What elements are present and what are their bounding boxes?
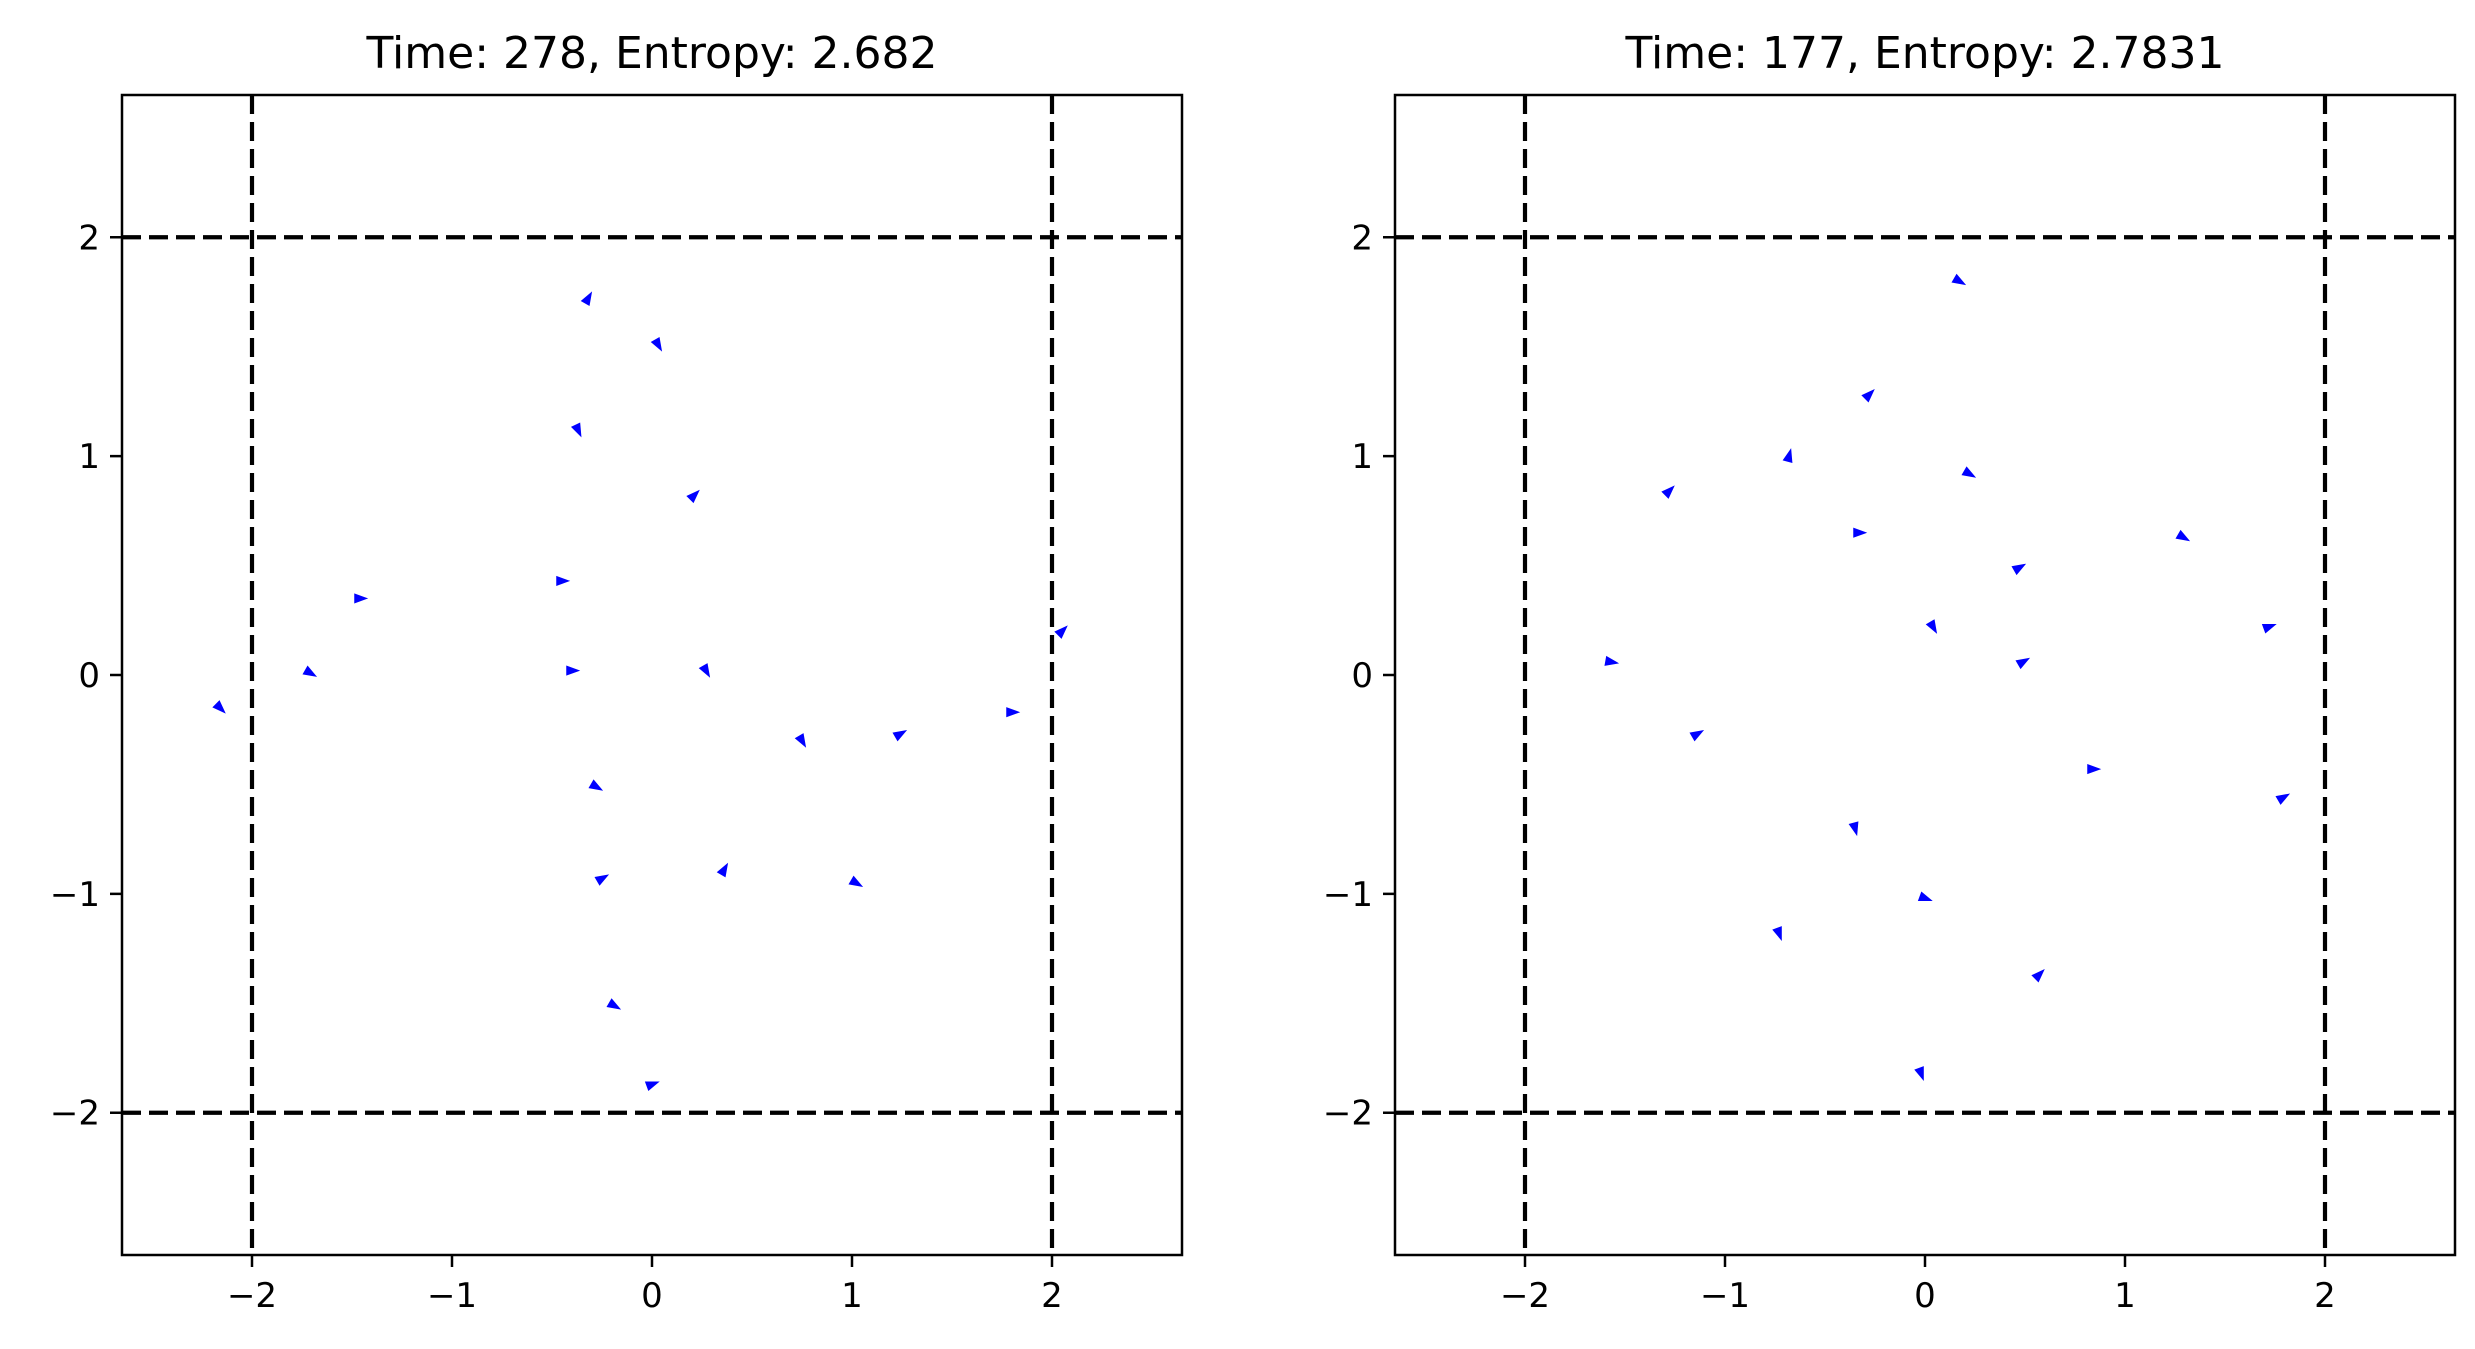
- left-subplot: Time: 278, Entropy: 2.682 −2 −1 0 1 2 −2 −1 0 1 2: [50, 28, 1184, 1316]
- right-plot-area: [1395, 95, 2455, 1255]
- left-arrow-16: [716, 862, 729, 878]
- left-subplot-title: Time: 278, Entropy: 2.682: [366, 28, 938, 79]
- left-arrow-15: [594, 874, 610, 886]
- right-arrow-18: [2031, 969, 2045, 983]
- right-y-tick-label-2: 0: [1351, 656, 1373, 696]
- right-y-tick-label-1: −1: [1323, 875, 1373, 915]
- left-x-tick-label-0: −2: [227, 1276, 277, 1316]
- left-arrow-5: [556, 575, 571, 586]
- right-arrow-4: [1661, 485, 1675, 499]
- right-arrow-9: [2261, 623, 2277, 634]
- left-arrow-7: [302, 665, 318, 677]
- left-arrow-6: [212, 700, 226, 714]
- right-y-tick-label-4: 2: [1351, 218, 1373, 258]
- right-arrow-0: [1951, 273, 1967, 286]
- left-subplot-marks: −2 −1 0 1 2 −2 −1 0 1 2: [50, 93, 1184, 1316]
- left-arrow-0: [580, 291, 593, 307]
- left-arrow-8: [566, 665, 581, 676]
- left-arrow-14: [588, 779, 604, 791]
- left-y-tick-label-1: −1: [50, 875, 100, 915]
- right-arrow-7: [2011, 563, 2027, 576]
- right-y-tick-label-3: 1: [1351, 437, 1373, 477]
- right-arrow-12: [1689, 730, 1705, 742]
- right-arrow-19: [1914, 1066, 1924, 1082]
- left-x-tick-label-3: 1: [841, 1276, 863, 1316]
- left-arrow-17: [848, 875, 864, 887]
- right-x-tick-label-2: 0: [1914, 1276, 1936, 1316]
- right-arrow-14: [2275, 793, 2291, 805]
- right-arrow-6: [1853, 527, 1868, 538]
- left-arrow-12: [892, 730, 908, 742]
- left-y-tick-label-0: −2: [50, 1094, 100, 1134]
- left-arrow-18: [606, 998, 622, 1010]
- right-arrow-1: [1861, 389, 1875, 403]
- right-arrow-10: [1604, 655, 1620, 666]
- right-arrow-17: [1772, 926, 1782, 942]
- right-x-tick-label-1: −1: [1700, 1276, 1750, 1316]
- left-arrow-13: [1006, 707, 1021, 718]
- right-subplot: Time: 177, Entropy: 2.7831 −2 −1 0 1 2 −2 −1 0 1…: [1323, 28, 2457, 1316]
- right-arrow-11: [2015, 657, 2031, 670]
- right-arrow-13: [2087, 764, 2102, 775]
- right-x-tick-label-0: −2: [1500, 1276, 1550, 1316]
- left-arrow-9: [698, 663, 711, 678]
- left-x-tick-label-1: −1: [427, 1276, 477, 1316]
- right-x-tick-label-3: 1: [2114, 1276, 2136, 1316]
- left-arrow-2: [570, 422, 582, 438]
- right-y-tick-label-0: −2: [1323, 1094, 1373, 1134]
- right-arrow-2: [1782, 448, 1793, 463]
- right-arrow-15: [1848, 821, 1859, 837]
- left-arrow-1: [650, 336, 663, 352]
- right-x-tick-label-4: 2: [2314, 1276, 2336, 1316]
- left-arrow-19: [644, 1081, 660, 1092]
- left-x-tick-label-2: 0: [641, 1276, 663, 1316]
- right-subplot-marks: −2 −1 0 1 2 −2 −1 0 1 2: [1323, 93, 2457, 1316]
- right-arrow-16: [1917, 891, 1933, 902]
- left-y-tick-label-4: 2: [78, 218, 100, 258]
- left-arrow-11: [794, 733, 807, 748]
- left-y-tick-label-2: 0: [78, 656, 100, 696]
- left-y-tick-label-3: 1: [78, 437, 100, 477]
- left-arrow-10: [1054, 625, 1068, 639]
- left-arrow-4: [354, 593, 369, 604]
- right-subplot-title: Time: 177, Entropy: 2.7831: [1625, 28, 2225, 79]
- right-arrow-3: [1961, 466, 1977, 478]
- left-arrow-3: [686, 489, 700, 504]
- right-arrow-5: [2175, 529, 2191, 542]
- left-x-tick-label-4: 2: [1041, 1276, 1063, 1316]
- left-plot-area: [122, 95, 1182, 1255]
- right-arrow-8: [1925, 619, 1938, 634]
